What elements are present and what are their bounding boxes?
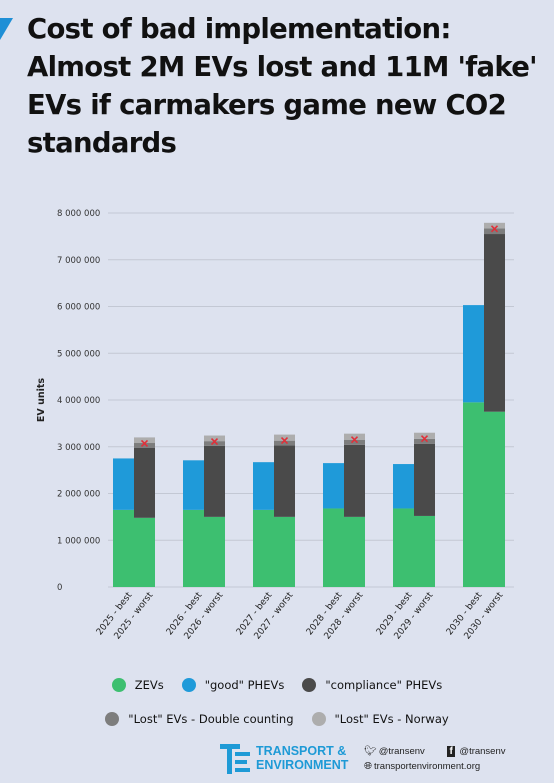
bar-segment — [414, 515, 435, 587]
bar-segment — [183, 509, 204, 587]
legend-row-2: "Lost" EVs - Double counting "Lost" EVs … — [0, 712, 554, 726]
legend-item-lost-double-counting: "Lost" EVs - Double counting — [105, 712, 294, 726]
bar-segment — [253, 462, 274, 510]
lost-ev-cross-marker — [140, 439, 149, 447]
title-accent-marker — [0, 18, 13, 40]
legend-label: ZEVs — [134, 678, 164, 692]
bar-segment — [484, 234, 505, 412]
org-name-line: ENVIRONMENT — [256, 758, 349, 772]
y-axis-label: EV units — [36, 378, 47, 422]
bar-segment — [274, 445, 295, 517]
bar-segment — [134, 443, 155, 448]
website-url: transportenvironment.org — [374, 761, 481, 772]
legend-label: "compliance" PHEVs — [325, 678, 443, 692]
legend-label: "good" PHEVs — [204, 678, 285, 692]
lost-ev-cross-marker — [350, 436, 359, 444]
bar-segment — [414, 438, 435, 444]
bar-segment — [463, 402, 484, 587]
facebook-icon: f — [447, 746, 455, 757]
y-tick-label: 2 000 000 — [57, 490, 100, 500]
lost-ev-cross-marker — [280, 437, 289, 445]
bar-segment — [134, 437, 155, 444]
lost-ev-cross-marker — [490, 225, 499, 233]
legend-item-compliance-phevs: "compliance" PHEVs — [302, 678, 442, 692]
website-link[interactable]: 🌐︎ transportenvironment.org — [364, 761, 490, 772]
bar-segment — [113, 509, 134, 587]
bar-segment — [274, 440, 295, 446]
twitter-handle: @transenv — [378, 746, 425, 757]
bar-segment — [323, 508, 344, 587]
title-line: standards — [27, 127, 177, 159]
bar-segment — [393, 508, 414, 587]
social-links: 🐦︎ @transenv f @transenv 🌐︎ transportenvir… — [364, 744, 526, 774]
y-tick-label: 3 000 000 — [57, 443, 100, 453]
bar-segment — [463, 305, 484, 403]
legend-item-zevs: ZEVs — [111, 678, 164, 692]
title-line: Cost of bad implementation: — [27, 13, 451, 45]
bar-segment — [134, 517, 155, 587]
bar-segment — [113, 458, 134, 510]
bar-segment — [204, 441, 225, 446]
legend-row-1: ZEVs "good" PHEVs "compliance" PHEVs — [0, 678, 554, 692]
org-name-line: TRANSPORT & — [256, 744, 347, 758]
bar-segment — [414, 432, 435, 439]
te-logo-icon — [220, 744, 250, 774]
y-tick-label: 8 000 000 — [57, 209, 100, 219]
bar-segment — [134, 447, 155, 518]
bar-segment — [344, 439, 365, 445]
legend-item-good-phevs: "good" PHEVs — [181, 678, 285, 692]
bar-segment — [484, 411, 505, 587]
ev-units-chart: 0 1 000 000 2 000 000 3 000 000 4 000 000 5 0… — [36, 209, 514, 642]
bar-segment — [274, 434, 295, 441]
org-name: TRANSPORT & ENVIRONMENT — [256, 744, 348, 772]
page-title: Cost of bad implementation: Almost 2M EV… — [27, 10, 538, 162]
bar-segment — [344, 433, 365, 440]
legend-swatch — [111, 678, 126, 692]
y-tick-label: 1 000 000 — [57, 536, 100, 546]
legend-swatch — [302, 678, 317, 692]
bar-segment — [323, 463, 344, 509]
bar-segment — [274, 516, 295, 587]
bar-segment — [414, 443, 435, 516]
bar-segment — [204, 435, 225, 442]
lost-ev-cross-marker — [420, 435, 429, 443]
bar-segment — [253, 509, 274, 587]
globe-icon: 🌐︎ — [364, 761, 372, 772]
legend-item-lost-norway: "Lost" EVs - Norway — [311, 712, 449, 726]
lost-ev-cross-marker — [210, 437, 219, 446]
facebook-link[interactable]: f @transenv — [447, 746, 515, 757]
footer: TRANSPORT & ENVIRONMENT 🐦︎ @transenv f @t… — [220, 742, 550, 778]
y-tick-label: 4 000 000 — [57, 396, 100, 406]
bar-segment — [484, 222, 505, 229]
facebook-handle: @transenv — [459, 746, 506, 757]
legend-label: "Lost" EVs - Double counting — [128, 712, 294, 726]
title-line: EVs if carmakers game new CO2 — [27, 89, 507, 121]
bar-segment — [204, 516, 225, 587]
legend-swatch — [181, 678, 196, 692]
bar-segment — [204, 445, 225, 517]
bar-segment — [344, 444, 365, 517]
bar-segment — [344, 516, 365, 587]
legend-label: "Lost" EVs - Norway — [334, 712, 449, 726]
bar-segment — [484, 228, 505, 235]
bar-segment — [183, 460, 204, 510]
twitter-icon: 🐦︎ — [364, 746, 377, 757]
bar-segment — [393, 464, 414, 509]
y-tick-label: 0 — [57, 583, 62, 593]
title-line: Almost 2M EVs lost and 11M 'fake' — [27, 51, 538, 83]
y-tick-label: 5 000 000 — [57, 349, 100, 359]
twitter-link[interactable]: 🐦︎ @transenv — [364, 746, 435, 757]
legend-swatch — [311, 712, 326, 726]
legend-swatch — [105, 712, 120, 726]
y-tick-label: 7 000 000 — [57, 256, 100, 266]
y-tick-label: 6 000 000 — [57, 303, 100, 313]
